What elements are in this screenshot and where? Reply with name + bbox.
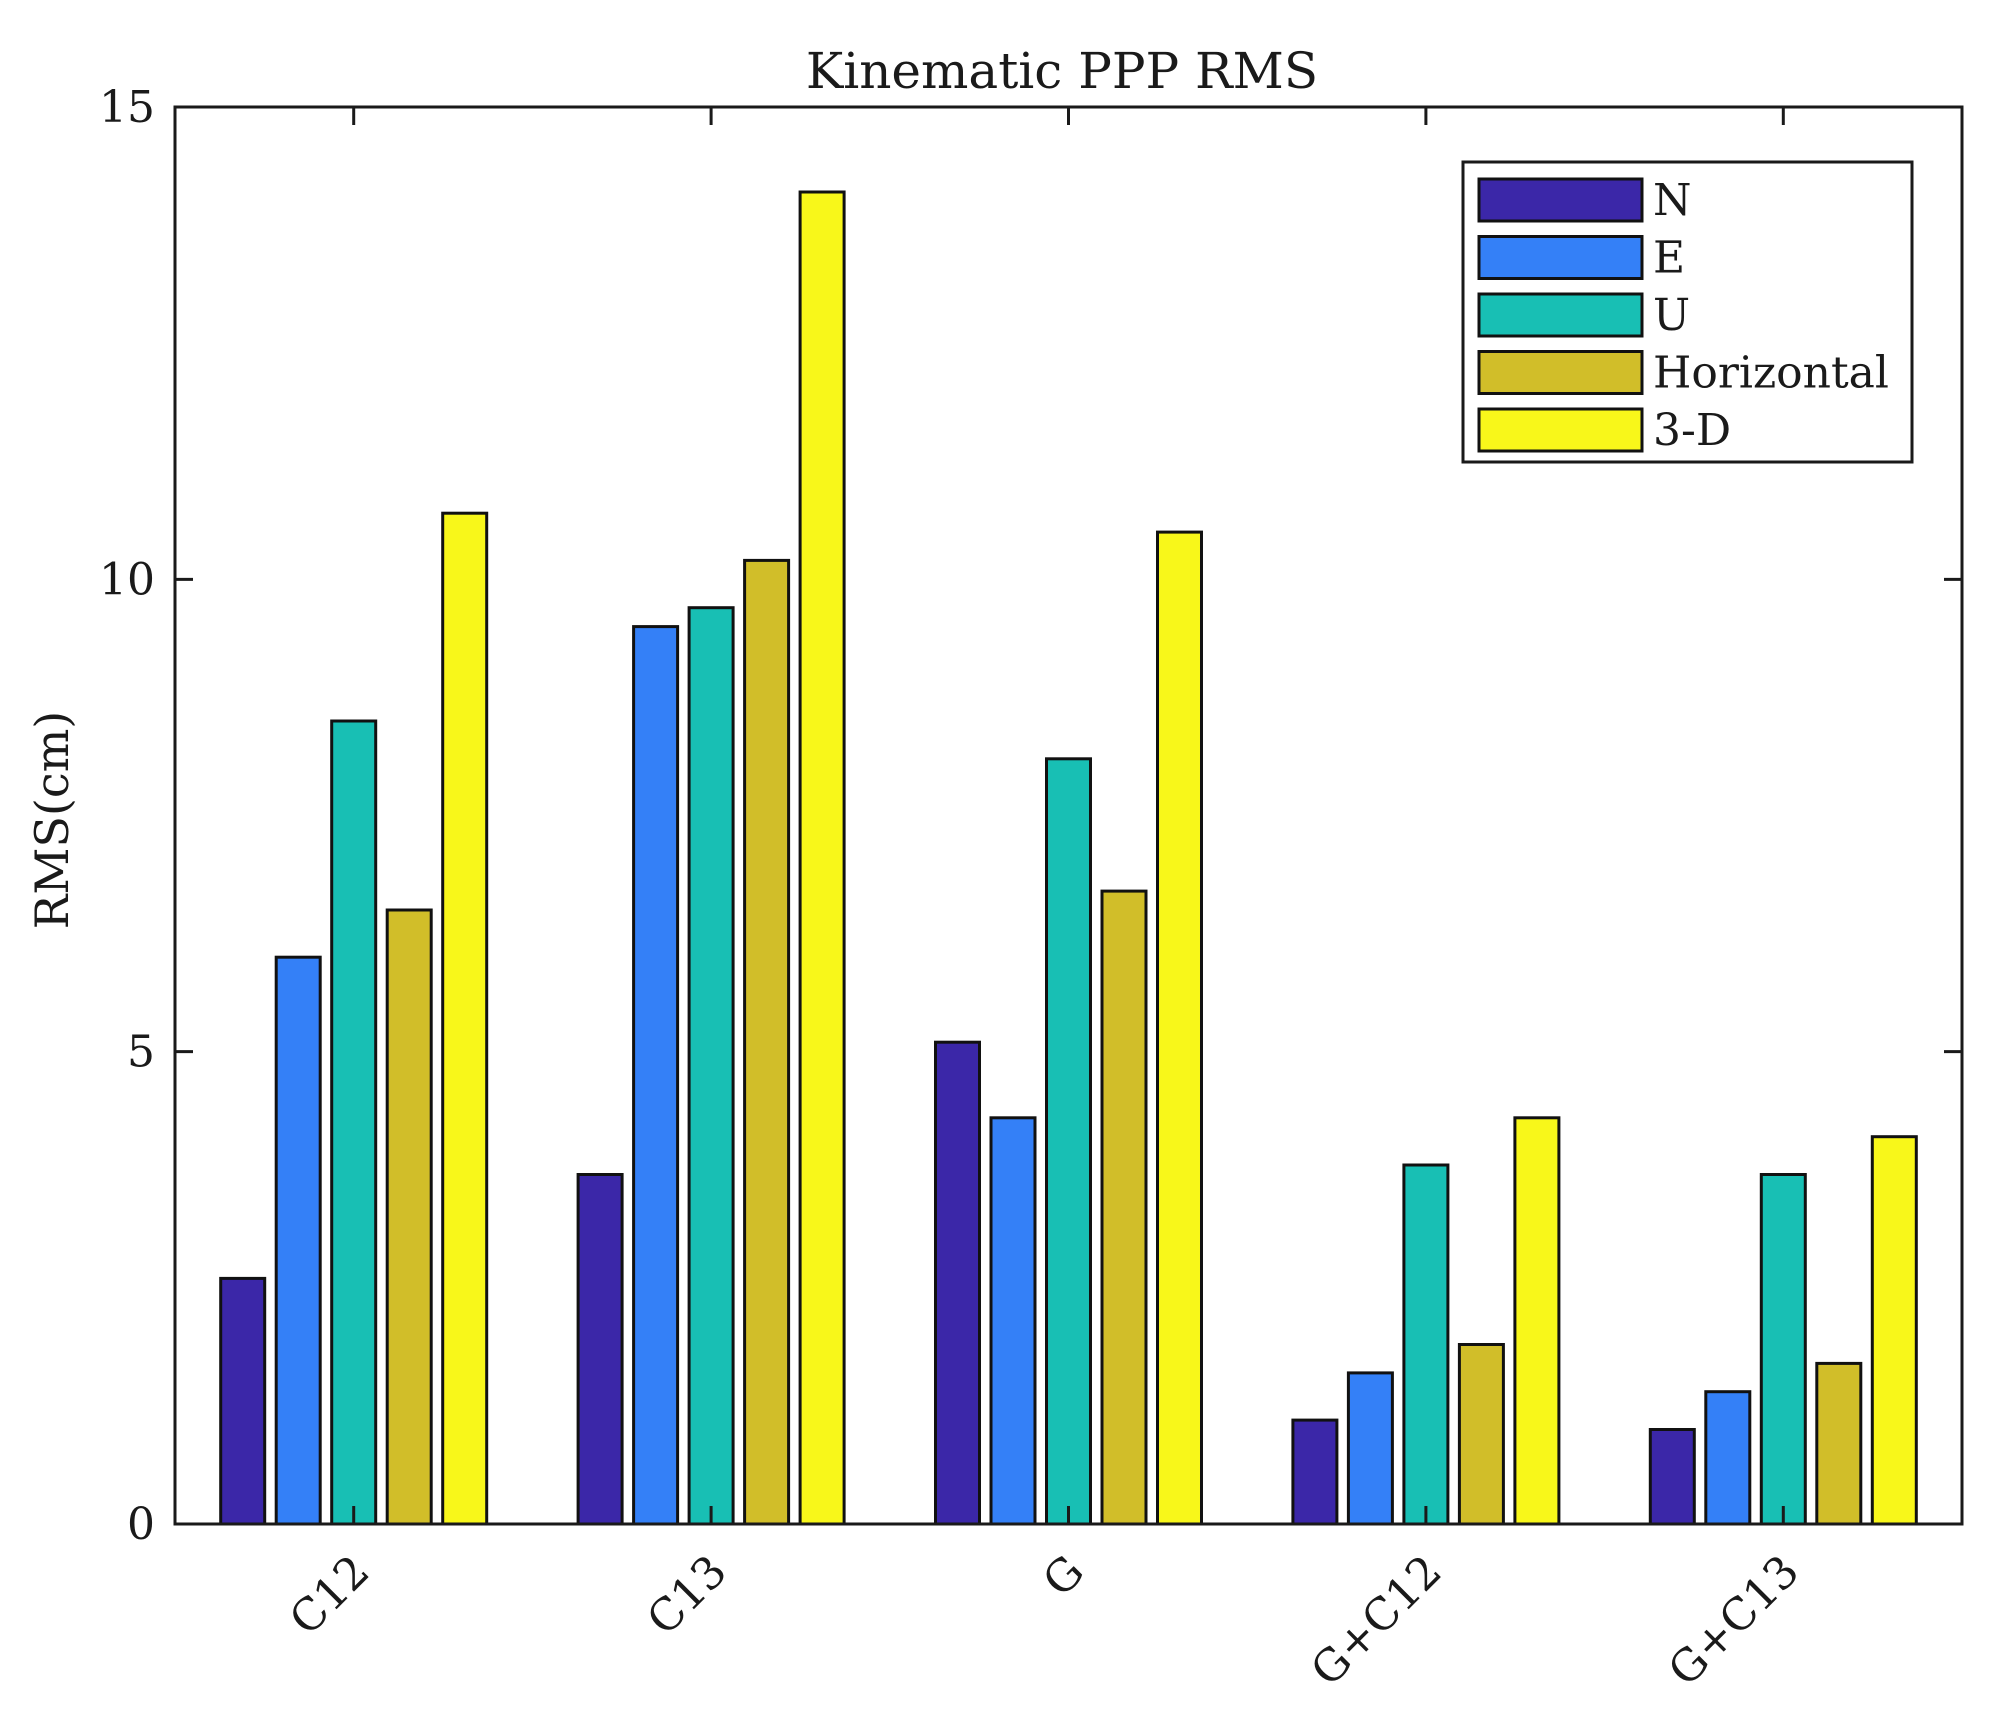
legend-swatch-horizontal bbox=[1477, 350, 1644, 395]
bar-c13-3-d bbox=[798, 190, 846, 1526]
legend-label-n: N bbox=[1653, 175, 1692, 226]
bar-g-plus-c12-e bbox=[1346, 1371, 1394, 1526]
y-tick-label: 10 bbox=[99, 554, 155, 605]
bar-c12-e bbox=[274, 955, 322, 1526]
bar-c13-horizontal bbox=[743, 558, 791, 1526]
bar-g-plus-c13-n bbox=[1648, 1428, 1696, 1526]
legend-swatch-n bbox=[1477, 177, 1644, 223]
x-tick-label: G bbox=[1033, 1546, 1094, 1607]
chart-title: Kinematic PPP RMS bbox=[806, 42, 1318, 100]
bar-c13-e bbox=[632, 625, 680, 1526]
bar-c12-horizontal bbox=[385, 908, 433, 1526]
legend-label-horizontal: Horizontal bbox=[1653, 348, 1889, 399]
bar-c13-u bbox=[687, 606, 735, 1526]
legend-label-u: U bbox=[1653, 290, 1690, 341]
y-tick-label: 0 bbox=[127, 1499, 155, 1550]
bar-g-n bbox=[934, 1040, 981, 1526]
bar-g-plus-c12-n bbox=[1291, 1418, 1339, 1526]
y-tick-label: 15 bbox=[99, 82, 155, 133]
legend-swatch-e bbox=[1477, 235, 1644, 280]
bar-g-plus-c12-horizontal bbox=[1457, 1343, 1505, 1526]
bar-g-plus-c13-horizontal bbox=[1815, 1361, 1863, 1526]
legend-swatch-3-d bbox=[1477, 407, 1644, 453]
x-tick-label: G+C12 bbox=[1301, 1546, 1451, 1696]
x-tick-label: C13 bbox=[637, 1546, 736, 1645]
bar-c12-3-d bbox=[441, 511, 489, 1526]
bars-group bbox=[219, 190, 1918, 1526]
legend: NEU Horizontal 3-D bbox=[1461, 160, 1914, 464]
bar-c13-n bbox=[576, 1173, 624, 1526]
legend-label-3-d: 3-D bbox=[1653, 405, 1731, 456]
bar-g-e bbox=[989, 1116, 1037, 1526]
bar-c12-n bbox=[219, 1276, 267, 1526]
y-tick-label: 5 bbox=[127, 1027, 155, 1078]
legend-swatch-u bbox=[1477, 292, 1644, 338]
bar-g-3-d bbox=[1156, 530, 1203, 1526]
bar-g-plus-c13-u bbox=[1759, 1173, 1807, 1526]
y-axis-label: RMS(cm) bbox=[25, 711, 79, 930]
legend-label-e: E bbox=[1653, 233, 1685, 284]
bar-g-horizontal bbox=[1100, 889, 1148, 1526]
bar-g-plus-c13-e bbox=[1704, 1390, 1752, 1526]
bar-g-plus-c12-u bbox=[1402, 1163, 1450, 1526]
bar-g-u bbox=[1045, 757, 1092, 1526]
x-tick-label: C12 bbox=[280, 1546, 379, 1645]
bar-g-plus-c12-3-d bbox=[1513, 1116, 1561, 1526]
bar-c12-u bbox=[330, 719, 378, 1526]
x-tick-label: G+C13 bbox=[1659, 1546, 1809, 1696]
bar-g-plus-c13-3-d bbox=[1870, 1135, 1918, 1526]
